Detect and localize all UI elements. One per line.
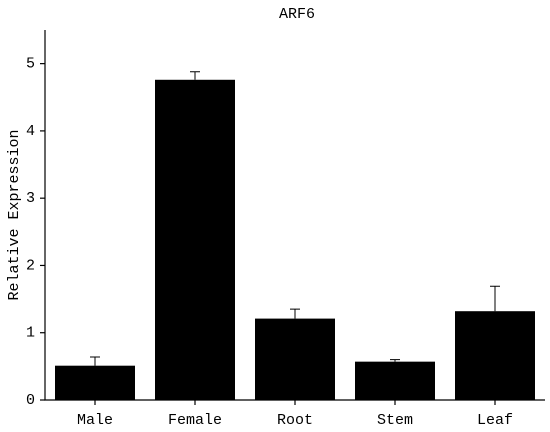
x-tick-label: Leaf bbox=[477, 412, 513, 429]
x-tick-label: Stem bbox=[377, 412, 413, 429]
y-tick-label: 3 bbox=[26, 190, 35, 207]
bar bbox=[455, 311, 535, 400]
error-bar bbox=[390, 359, 400, 362]
bar bbox=[255, 318, 335, 400]
x-tick-label: Female bbox=[168, 412, 222, 429]
y-tick-label: 0 bbox=[26, 392, 35, 409]
error-bar bbox=[490, 285, 500, 312]
x-tick-label: Root bbox=[277, 412, 313, 429]
error-bar bbox=[90, 356, 100, 366]
x-tick-label: Male bbox=[77, 412, 113, 429]
y-tick-label: 4 bbox=[26, 123, 35, 140]
bar bbox=[55, 365, 135, 400]
y-tick-label: 2 bbox=[26, 257, 35, 274]
y-tick-label: 5 bbox=[26, 56, 35, 73]
error-bar bbox=[290, 308, 300, 319]
bar bbox=[155, 79, 235, 401]
y-tick-label: 1 bbox=[26, 325, 35, 342]
error-bar bbox=[190, 71, 200, 80]
bar bbox=[355, 361, 435, 400]
chart-title: ARF6 bbox=[279, 6, 315, 23]
y-axis-label: Relative Expression bbox=[6, 129, 23, 300]
